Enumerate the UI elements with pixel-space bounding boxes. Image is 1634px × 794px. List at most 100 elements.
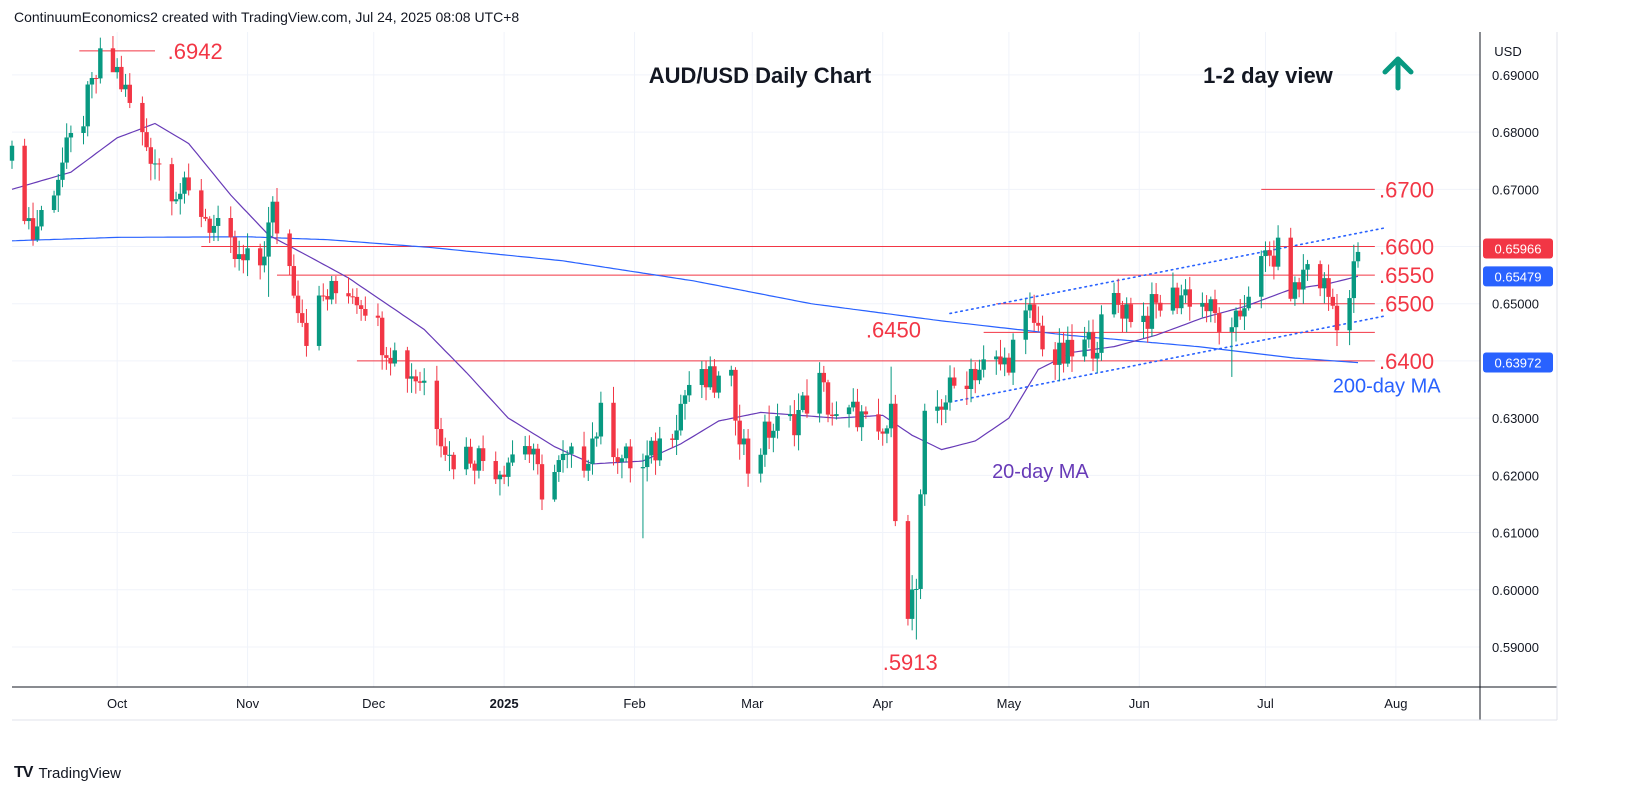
candle: [678, 394, 684, 436]
candle: [1170, 272, 1176, 315]
candle: [388, 347, 393, 376]
candle: [291, 254, 297, 299]
candle: [766, 405, 772, 450]
candle-body: [682, 395, 688, 404]
candle-body: [1322, 278, 1327, 289]
candle: [1347, 290, 1352, 346]
price-tag-label: 0.65479: [1495, 269, 1542, 284]
candle: [1288, 227, 1293, 302]
candle-body: [817, 372, 822, 414]
level-label: .6400: [1379, 349, 1434, 374]
candle-body: [687, 384, 692, 396]
candle-body: [140, 102, 145, 133]
candle: [952, 367, 957, 389]
candle: [569, 442, 574, 468]
annotation-label: 200-day MA: [1333, 375, 1441, 397]
candle-body: [775, 416, 780, 431]
candle: [1061, 332, 1066, 373]
y-tick-label: 0.69000: [1492, 68, 1539, 83]
y-tick-label: 0.65000: [1492, 297, 1539, 312]
footer: TV TradingView: [14, 764, 121, 782]
candle: [708, 356, 713, 390]
candle: [939, 399, 944, 426]
candle-body: [560, 453, 566, 461]
arrow-head: [1382, 56, 1414, 75]
candle: [392, 342, 397, 367]
moving-averages: [11, 122, 1359, 465]
footer-brand[interactable]: TradingView: [38, 764, 121, 782]
candle: [451, 452, 456, 480]
candle: [527, 435, 532, 464]
candle: [522, 435, 528, 460]
candle-body: [228, 218, 233, 238]
candle-body: [110, 48, 116, 73]
candle-body: [943, 402, 948, 410]
candle: [998, 339, 1003, 371]
candle-body: [1246, 296, 1251, 309]
candle: [1141, 302, 1146, 339]
candle-body: [64, 137, 69, 163]
candle-body: [1217, 313, 1222, 332]
candle: [968, 358, 974, 403]
candle: [510, 440, 515, 466]
x-tick-label: Dec: [362, 696, 386, 711]
price-tag-bg: [1483, 266, 1553, 287]
candle-body: [804, 395, 810, 414]
candle-body: [89, 77, 95, 85]
candle: [350, 288, 355, 304]
candle-body: [1006, 357, 1012, 373]
candle-body: [123, 84, 128, 90]
candle-body: [9, 145, 15, 161]
axes: USD0.690000.680000.670000.660000.650000.…: [12, 32, 1558, 721]
candle-body: [304, 322, 309, 346]
candle: [93, 74, 99, 94]
candle-body: [476, 448, 482, 471]
candle-body: [884, 428, 890, 434]
candle-body: [1183, 289, 1188, 296]
candle-body: [830, 414, 835, 416]
candle: [493, 451, 498, 484]
candle: [287, 229, 292, 275]
candle: [1317, 260, 1323, 297]
candle: [560, 440, 566, 473]
candle-body: [1057, 342, 1062, 365]
candle: [169, 157, 175, 216]
candle: [905, 514, 911, 626]
y-tick-label: 0.68000: [1492, 125, 1539, 140]
candle-body: [1187, 289, 1192, 307]
candle: [1275, 225, 1281, 271]
candle-body: [914, 588, 919, 590]
candle: [586, 459, 591, 482]
candle-body: [1036, 322, 1041, 326]
candle-body: [1296, 282, 1302, 290]
candle-body: [1111, 292, 1117, 315]
candle-body: [354, 296, 360, 306]
candle: [964, 371, 970, 405]
candle-body: [392, 350, 397, 364]
candle-body: [119, 66, 124, 90]
candle-body: [157, 163, 162, 165]
candle-body: [834, 414, 839, 416]
x-tick-label: Mar: [741, 696, 764, 711]
level-label: .6942: [168, 39, 223, 64]
candle-body: [1069, 339, 1075, 357]
candle-body: [821, 372, 827, 383]
candle-body: [876, 414, 881, 432]
candle: [657, 426, 662, 466]
candle-body: [846, 407, 852, 415]
candle-body: [619, 458, 625, 463]
candle: [876, 398, 881, 440]
x-tick-label: Jun: [1129, 696, 1150, 711]
candle: [1259, 250, 1264, 309]
candle-body: [417, 381, 423, 383]
tradingview-logo-icon[interactable]: TV: [14, 764, 33, 781]
candle: [178, 183, 183, 215]
annotation-label: 20-day MA: [992, 461, 1089, 483]
candle-body: [733, 369, 738, 421]
candle: [211, 214, 217, 242]
candle-body: [1204, 302, 1209, 312]
candle-body: [737, 420, 742, 445]
candle: [1305, 259, 1310, 281]
candle: [653, 432, 658, 475]
